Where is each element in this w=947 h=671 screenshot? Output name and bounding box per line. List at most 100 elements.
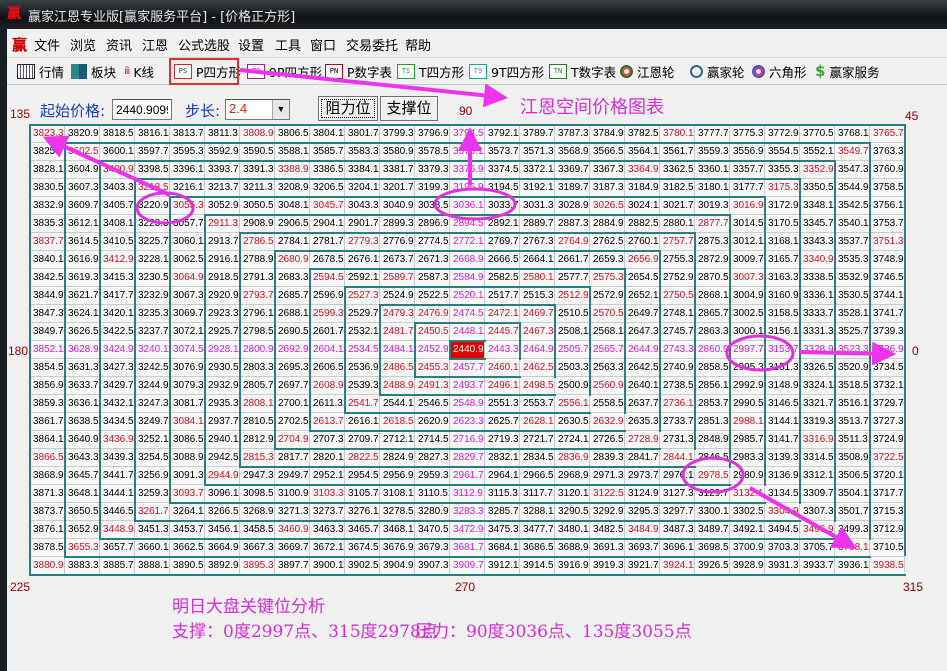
toolbar-kline[interactable]: ıȉı K线 [124,61,154,81]
chevron-down-icon[interactable]: ▼ [272,100,289,119]
spiral-line [169,412,171,432]
menu-help[interactable]: 帮助 [405,39,432,54]
menu-formula[interactable]: 公式选股 [178,39,231,54]
spiral-line [309,196,346,198]
toolbar-label: 板块 [91,64,117,80]
grid-cell: 3295.31 [625,503,660,521]
grid-cell: 3777.71 [695,125,730,143]
menu-trade[interactable]: 交易委托 [346,39,399,54]
spiral-line [414,178,451,180]
menu-news[interactable]: 资讯 [106,39,133,54]
grid-cell: 3009.71 [730,251,765,269]
grid-cell: 3928.91 [730,557,765,575]
grid-cell: 3832.91 [30,197,65,215]
grid-cell: 3556.91 [730,143,765,161]
spiral-line [729,322,731,342]
step-select[interactable]: 2.4 ▼ [225,99,290,120]
grid-cell: 2947.31 [240,467,275,485]
toolbar: 行情 板块 ıȉı K线 PS P四方形 P9 9P四方形 PN P数字表 TS… [7,58,947,85]
grid-cell: 2776.91 [380,233,415,251]
grid-cell: 3422.51 [100,323,135,341]
spiral-line [799,484,801,504]
spiral-line [449,214,486,216]
spiral-line [64,142,101,144]
toolbar-p-table[interactable]: PN P数字表 [325,61,392,81]
menu-app-icon[interactable]: 赢 [12,36,28,54]
spiral-line [554,538,591,540]
toolbar-t-square[interactable]: TS T四方形 [397,61,464,81]
menu-tools[interactable]: 工具 [275,39,302,54]
menu-file[interactable]: 文件 [34,39,61,54]
dollar-icon: $ [815,62,826,80]
toolbar-9t-square[interactable]: T9 9T四方形 [469,61,544,81]
spiral-line [799,286,801,306]
spiral-line [589,196,626,198]
tn-icon: TN [549,63,567,79]
grid-cell: 3297.71 [660,503,695,521]
menu-window[interactable]: 窗口 [310,39,337,54]
toolbar-service[interactable]: $ 赢家服务 [815,61,879,81]
price-square-grid: 3823.313820.913818.513816.113813.713811.… [29,124,906,576]
spiral-line [64,322,66,342]
spiral-line [694,484,731,486]
grid-cell: 2889.71 [520,215,555,233]
toolbar-t-table[interactable]: TN T数字表 [549,61,616,81]
spiral-line [169,286,171,306]
start-price-input[interactable] [112,99,172,120]
grid-cell: 3801.71 [345,125,380,143]
spiral-line [519,556,556,558]
toolbar-9p-square[interactable]: P9 9P四方形 [247,61,322,81]
resistance-button[interactable]: 阻力位 [318,96,378,121]
spiral-line [729,520,766,522]
spiral-line [309,304,311,324]
grid-cell: 3338.51 [800,269,835,287]
grid-cell: 2635.31 [625,413,660,431]
support-button[interactable]: 支撑位 [380,96,438,121]
spiral-line [449,448,486,450]
spiral-line [379,394,416,396]
spiral-line [764,358,766,378]
menu-gann[interactable]: 江恩 [142,39,169,54]
spiral-line [379,304,416,306]
grid-cell: 2565.71 [590,341,625,359]
spiral-line [204,520,241,522]
toolbar-gann-wheel[interactable]: 江恩轮 [620,61,675,81]
grid-cell: 2872.91 [695,251,730,269]
grid-cell: 3748.91 [870,251,905,269]
grid-cell: 3580.91 [380,143,415,161]
spiral-line [414,250,451,252]
grid-cell: 2834.51 [520,449,555,467]
grid-cell: 3866.51 [30,449,65,467]
spiral-line [344,178,381,180]
grid-cell: 2812.91 [240,431,275,449]
grid-cell: 3487.31 [660,521,695,539]
spiral-line [694,178,731,180]
toolbar-quotes[interactable]: 行情 [17,61,64,81]
toolbar-winner-wheel[interactable]: 赢家轮 [690,61,745,81]
spiral-line [589,160,626,162]
grid-cell: 3523.31 [835,341,870,359]
menu-settings[interactable]: 设置 [238,39,265,54]
grid-cell: 2568.11 [590,323,625,341]
grid-cell: 3604.91 [65,161,100,179]
grid-cell: 3031.31 [520,197,555,215]
spiral-line [764,538,801,540]
toolbar-p-square[interactable]: PS P四方形 [174,61,241,81]
spiral-line [834,358,836,378]
grid-cell: 2620.91 [415,413,450,431]
menu-browse[interactable]: 浏览 [70,39,97,54]
grid-cell: 3405.71 [100,197,135,215]
grid-cell: 2628.11 [520,413,555,431]
toolbar-hexagon[interactable]: 六角形 [752,61,807,81]
spiral-line [694,520,731,522]
grid-cell: 3261.71 [135,503,170,521]
spiral-line [204,232,206,252]
grid-cell: 3060.11 [170,233,205,251]
spiral-line [624,160,661,162]
toolbar-sectors[interactable]: 板块 [71,61,116,81]
grid-cell: 2740.91 [660,359,695,377]
grid-cell: 2743.31 [660,341,695,359]
spiral-line [834,214,836,234]
spiral-line [659,268,661,288]
spiral-line [834,322,836,342]
